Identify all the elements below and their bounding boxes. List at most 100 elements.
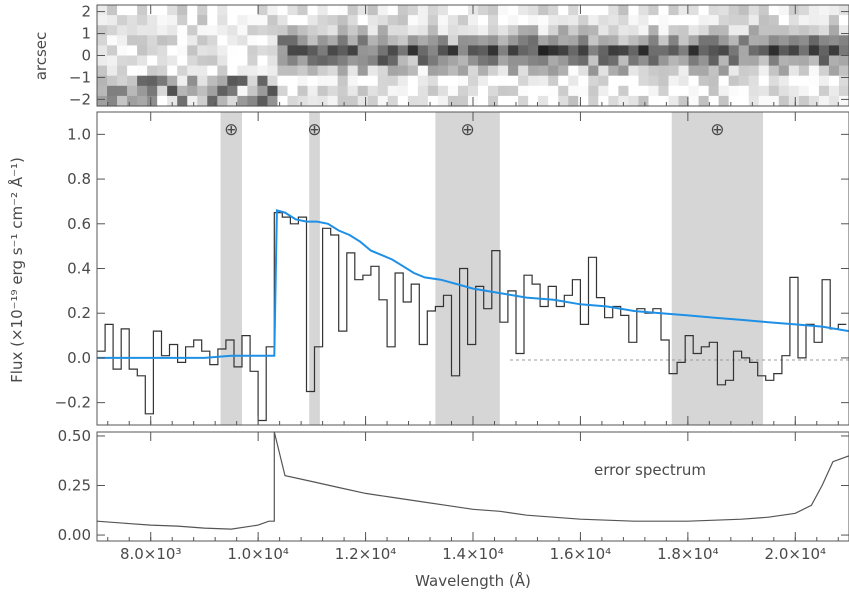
- heatmap-cell: [658, 25, 670, 36]
- heatmap-cell: [177, 35, 188, 46]
- heatmap-cell: [728, 15, 740, 26]
- heatmap-cell: [317, 25, 329, 36]
- heatmap-cell: [588, 45, 599, 57]
- heatmap-cell: [638, 5, 650, 16]
- heatmap-cell: [578, 75, 589, 87]
- heatmap-cell: [638, 55, 650, 67]
- heatmap-cell: [658, 95, 670, 107]
- heatmap-cell: [488, 85, 499, 97]
- heatmap-cell: [257, 25, 269, 36]
- heatmap-cell: [838, 95, 849, 107]
- heatmap-cell: [828, 95, 840, 107]
- heatmap-cell: [217, 15, 228, 26]
- heatmap-cell: [427, 65, 439, 77]
- heatmap-cell: [457, 35, 469, 46]
- heatmap-cell: [337, 85, 349, 97]
- heatmap-cell: [237, 25, 248, 36]
- heatmap-cell: [417, 25, 429, 36]
- heatmap-cell: [97, 15, 108, 26]
- heatmap-cell: [207, 5, 218, 16]
- heatmap-cell: [227, 95, 238, 107]
- heatmap-cell: [267, 95, 279, 107]
- heatmap-cell: [267, 55, 279, 67]
- heatmap-cell: [488, 75, 499, 87]
- heatmap-cell: [838, 25, 849, 36]
- heatmap-cell: [778, 5, 790, 16]
- heatmap-cell: [267, 25, 279, 36]
- heatmap-cell: [758, 35, 770, 46]
- heatmap-cell: [307, 75, 319, 87]
- x-tick-label: 2.0×10⁴: [765, 545, 827, 563]
- heatmap-cell: [618, 85, 630, 97]
- heatmap-cell: [748, 25, 760, 36]
- heatmap-cell: [307, 85, 319, 97]
- heatmap-cell: [187, 45, 198, 57]
- heatmap-cell: [778, 15, 790, 26]
- heatmap-cell: [357, 75, 369, 87]
- heatmap-cell: [798, 45, 810, 57]
- heatmap-cell: [548, 95, 559, 107]
- heatmap-cell: [718, 85, 730, 97]
- heatmap-cell: [127, 85, 138, 97]
- heatmap-cell: [267, 75, 279, 87]
- heatmap-cell: [558, 15, 569, 26]
- model-spectrum-line: [97, 209, 849, 359]
- heatmap-cell: [568, 45, 579, 57]
- heatmap-cell: [257, 15, 269, 26]
- heatmap-cell: [478, 55, 489, 67]
- heatmap-cell: [347, 55, 359, 67]
- heatmap-cell: [618, 65, 630, 77]
- heatmap-cell: [237, 85, 248, 97]
- heatmap-cell: [748, 5, 760, 16]
- heatmap-cell: [838, 75, 849, 87]
- heatmap-cell: [157, 15, 168, 26]
- heatmap-cell: [407, 55, 419, 67]
- heatmap-cell: [387, 75, 399, 87]
- heatmap-cell: [137, 45, 148, 57]
- heatmap-cell: [417, 45, 429, 57]
- heatmap-cell: [648, 95, 660, 107]
- heatmap-cell: [628, 15, 640, 26]
- heatmap-cell: [508, 25, 519, 36]
- y-tick-label: 1.0: [67, 125, 91, 143]
- heatmap-cell: [167, 5, 178, 16]
- heatmap-cell: [478, 15, 489, 26]
- heatmap-cell: [227, 75, 238, 87]
- heatmap-cell: [618, 5, 630, 16]
- heatmap-cell: [478, 45, 489, 57]
- heatmap-cell: [307, 25, 319, 36]
- heatmap-cell: [407, 15, 419, 26]
- heatmap-cell: [668, 65, 680, 77]
- heatmap-cell: [548, 45, 559, 57]
- telluric-bands: [220, 112, 764, 425]
- heatmap-cell: [668, 85, 680, 97]
- heatmap-cell: [197, 5, 208, 16]
- heatmap-cell: [317, 95, 329, 107]
- heatmap-cell: [548, 35, 559, 46]
- heatmap-cell: [117, 75, 128, 87]
- heatmap-cell: [137, 55, 148, 67]
- heatmap-cell: [447, 15, 459, 26]
- heatmap-cell: [648, 25, 660, 36]
- heatmap-cell: [538, 95, 549, 107]
- heatmap-cell: [818, 5, 830, 16]
- heatmap-cell: [578, 25, 589, 36]
- heatmap-cell: [417, 35, 429, 46]
- heatmap-cell: [718, 15, 730, 26]
- heatmap-cell: [217, 35, 228, 46]
- heatmap-cell: [688, 55, 700, 67]
- y-tick-label: 0.2: [67, 304, 91, 322]
- wavelength-x-ticks: 8.0×10³ 1.0×10⁴ 1.2×10⁴ 1.4×10⁴ 1.6×10⁴ 1.8×1…: [107, 432, 839, 563]
- heatmap-cell: [267, 45, 279, 57]
- heatmap-cell: [488, 65, 499, 77]
- heatmap-cell: [217, 75, 228, 87]
- heatmap-cell: [518, 55, 529, 67]
- heatmap-cell: [137, 65, 148, 77]
- heatmap-cell: [518, 25, 529, 36]
- heatmap-cell: [457, 5, 469, 16]
- heatmap-cell: [237, 75, 248, 87]
- heatmap-cell: [498, 75, 509, 87]
- heatmap-cell: [327, 5, 339, 16]
- heatmap-cell: [237, 5, 248, 16]
